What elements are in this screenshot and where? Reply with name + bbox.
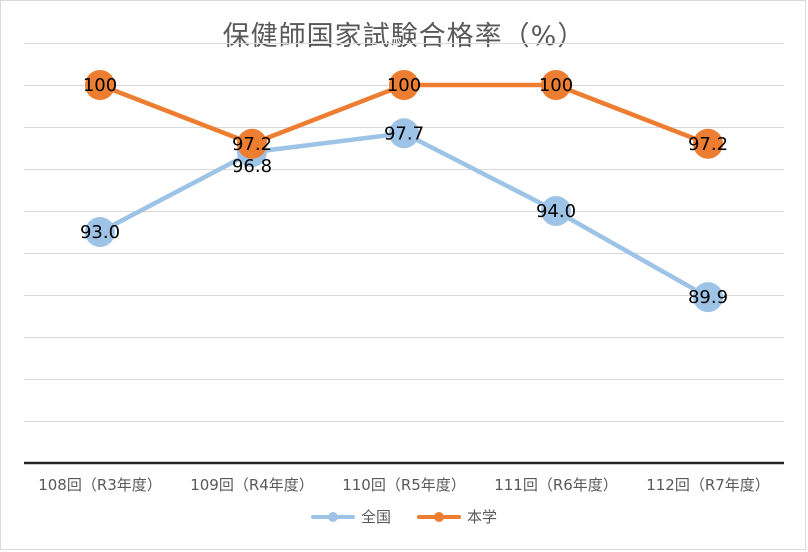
x-tick-label: 111回（R6年度） bbox=[494, 476, 618, 494]
x-tick-label: 108回（R3年度） bbox=[38, 476, 162, 494]
chart-title: 保健師国家試験合格率（%） bbox=[222, 21, 586, 52]
data-label: 94.0 bbox=[536, 201, 576, 222]
data-point bbox=[541, 70, 571, 100]
data-point bbox=[541, 196, 571, 226]
series-layer bbox=[85, 70, 723, 313]
legend-item-national[interactable]: 全国 bbox=[310, 506, 391, 527]
data-point bbox=[237, 128, 267, 159]
legend-item-our-university[interactable]: 本学 bbox=[417, 506, 497, 527]
data-point bbox=[85, 70, 115, 100]
gridlines bbox=[24, 43, 784, 422]
data-point bbox=[389, 70, 419, 100]
x-tick-label: 109回（R4年度） bbox=[190, 476, 314, 494]
data-point bbox=[85, 217, 115, 247]
legend-swatch-our-university bbox=[417, 511, 461, 522]
data-labels: 93.0 96.8 97.7 94.0 89.9 100 97.2 100 100 97.2 bbox=[80, 75, 728, 308]
data-label: 97.2 bbox=[688, 134, 728, 155]
data-point bbox=[693, 128, 723, 159]
data-label: 97.2 bbox=[232, 134, 272, 155]
legend-swatch-national bbox=[310, 511, 355, 522]
legend: 全国 本学 bbox=[0, 506, 808, 527]
x-axis: 108回（R3年度） 109回（R4年度） 110回（R5年度） 111回（R6年度）… bbox=[24, 461, 784, 494]
data-label: 100 bbox=[539, 75, 573, 96]
x-tick-label: 112回（R7年度） bbox=[646, 476, 770, 494]
data-point bbox=[389, 118, 419, 149]
data-label: 93.0 bbox=[80, 222, 120, 243]
data-point bbox=[693, 282, 723, 313]
data-label: 89.9 bbox=[688, 287, 728, 308]
legend-label-our-university: 本学 bbox=[467, 508, 498, 526]
data-label: 97.7 bbox=[384, 123, 424, 144]
series-line bbox=[97, 131, 711, 300]
data-label: 100 bbox=[83, 75, 117, 96]
data-label: 100 bbox=[387, 75, 421, 96]
legend-label-national: 全国 bbox=[360, 508, 391, 526]
data-label: 96.8 bbox=[232, 156, 272, 177]
x-tick-label: 110回（R5年度） bbox=[342, 476, 466, 494]
